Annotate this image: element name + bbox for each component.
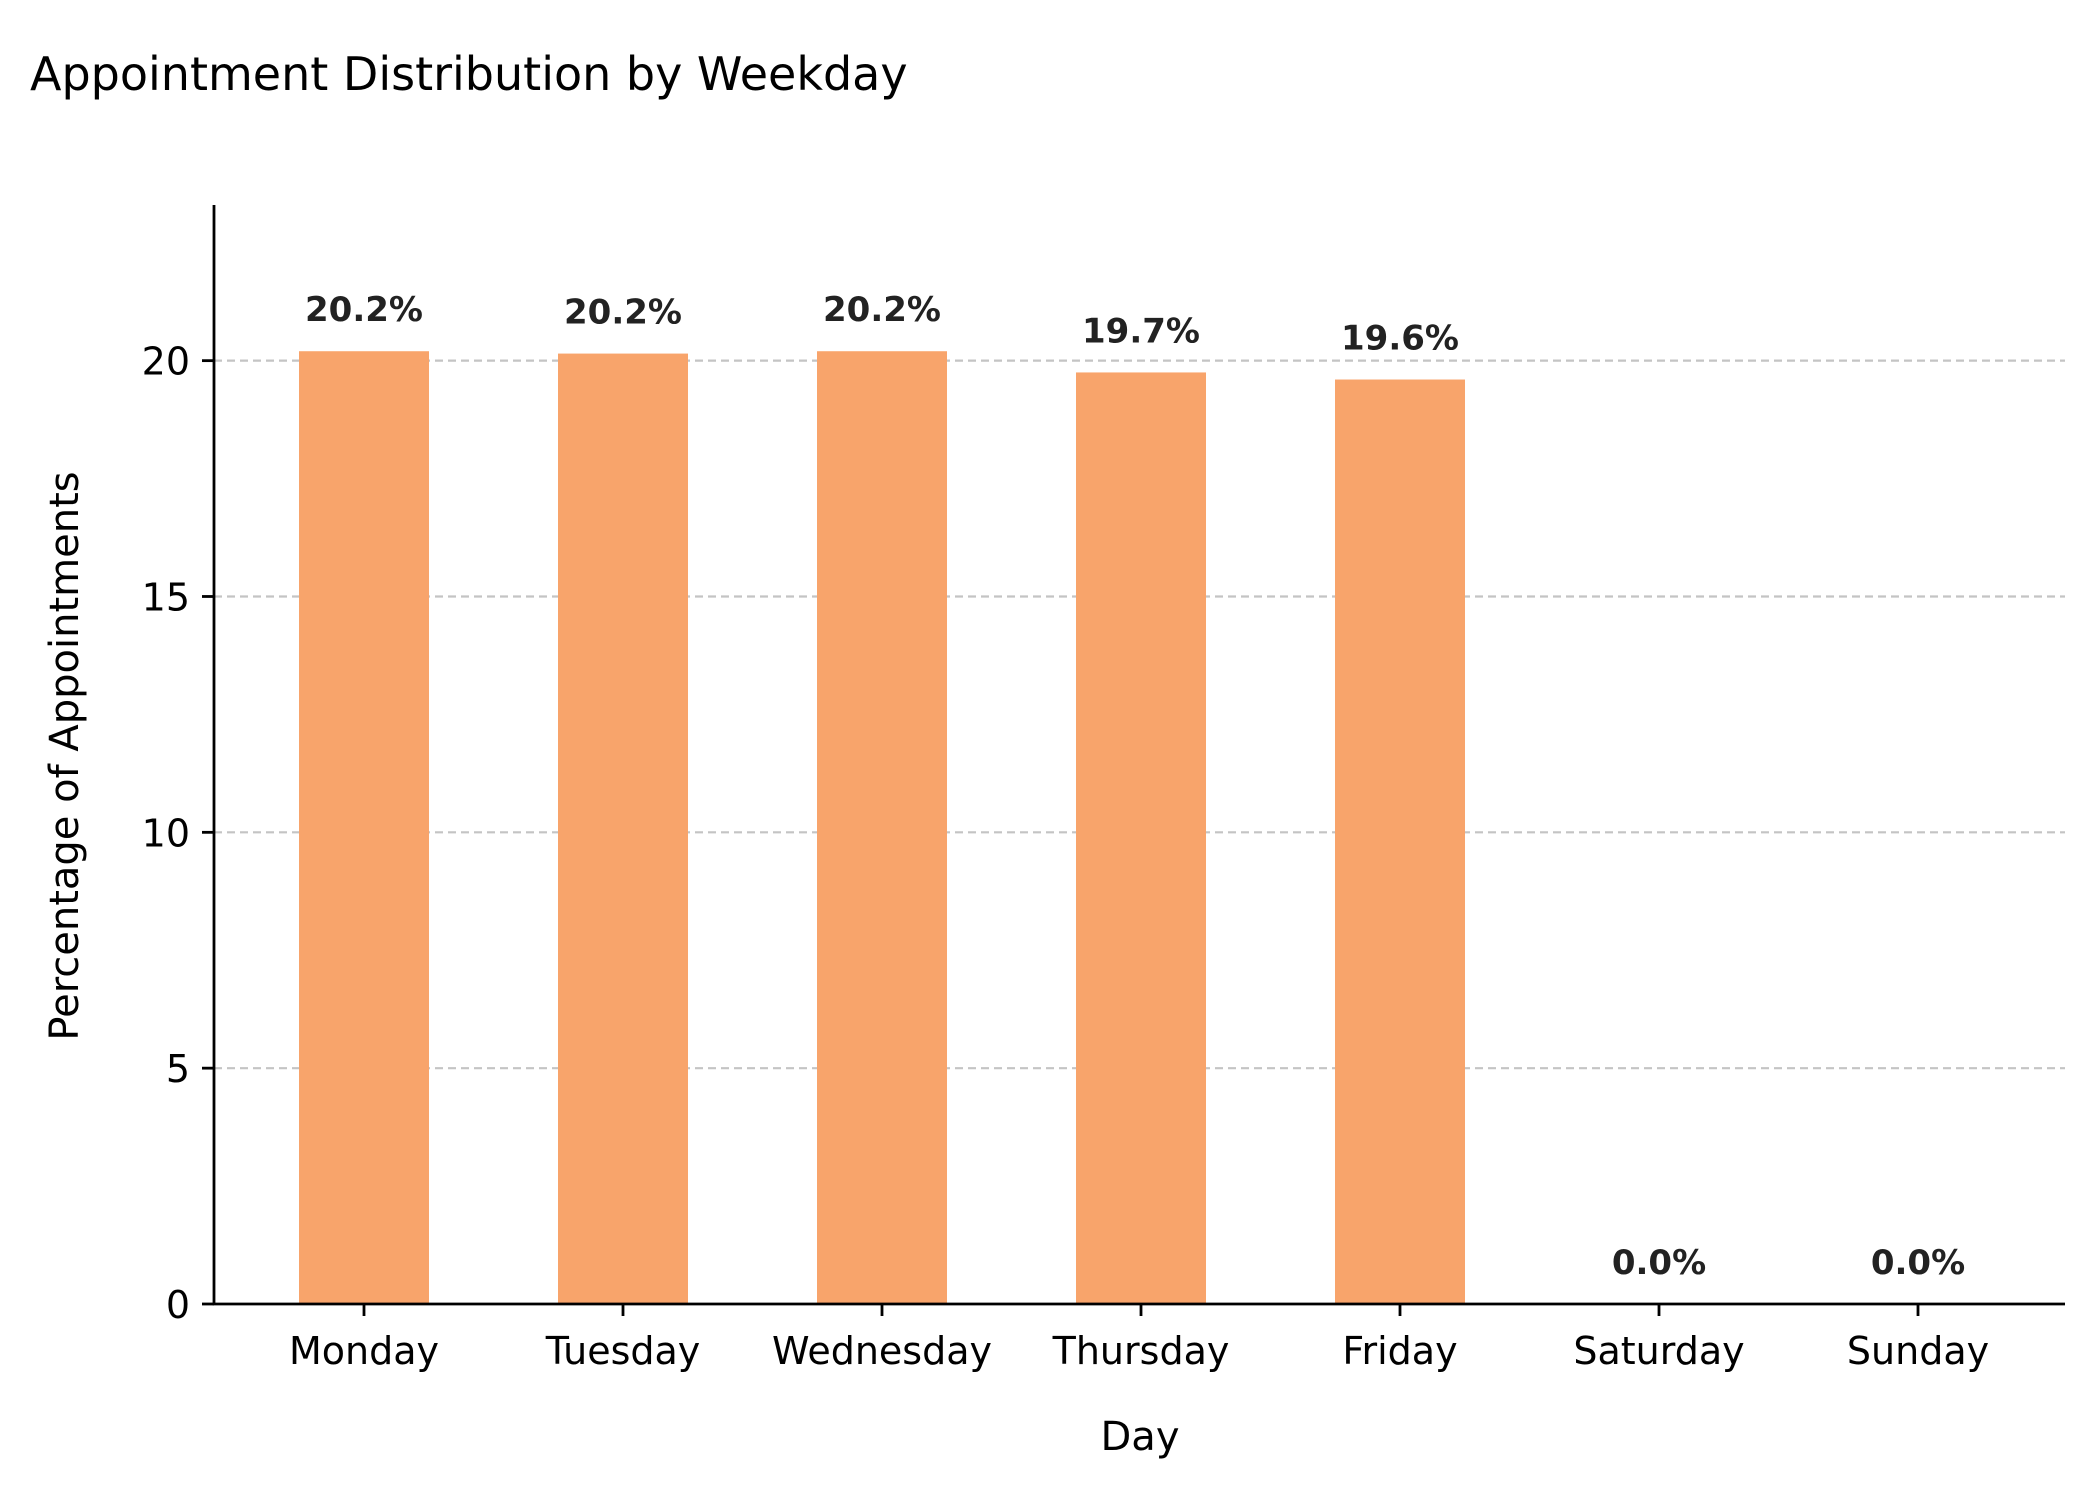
data-labels: 20.2% 20.2% 20.2% 19.7% 19.6% 0.0% 0.0% xyxy=(305,290,1965,1283)
x-ticks: Monday Tuesday Wednesday Thursday Friday Satu… xyxy=(289,1304,1989,1373)
y-ticks: 0 5 10 15 20 xyxy=(142,340,214,1327)
data-label-wednesday: 20.2% xyxy=(823,290,941,330)
x-axis-label: Day xyxy=(1101,1414,1180,1460)
y-axis-label: Percentage of Appointments xyxy=(42,471,88,1040)
y-tick-label-5: 5 xyxy=(166,1047,190,1091)
data-label-saturday: 0.0% xyxy=(1612,1243,1706,1283)
data-label-monday: 20.2% xyxy=(305,290,423,330)
data-label-friday: 19.6% xyxy=(1341,319,1459,359)
data-label-sunday: 0.0% xyxy=(1871,1243,1965,1283)
x-tick-label-monday: Monday xyxy=(289,1329,439,1373)
bar-monday xyxy=(299,351,429,1304)
x-tick-label-tuesday: Tuesday xyxy=(545,1329,701,1373)
y-tick-label-10: 10 xyxy=(142,811,190,855)
bar-wednesday xyxy=(817,351,947,1304)
y-tick-label-0: 0 xyxy=(166,1283,190,1327)
bar-friday xyxy=(1335,379,1465,1305)
x-tick-label-friday: Friday xyxy=(1342,1329,1457,1373)
x-tick-label-thursday: Thursday xyxy=(1052,1329,1230,1373)
data-label-thursday: 19.7% xyxy=(1082,311,1200,351)
x-tick-label-sunday: Sunday xyxy=(1847,1329,1989,1373)
x-tick-label-wednesday: Wednesday xyxy=(772,1329,992,1373)
y-tick-label-15: 15 xyxy=(142,575,190,619)
data-label-tuesday: 20.2% xyxy=(564,293,682,333)
y-tick-label-20: 20 xyxy=(142,340,190,384)
x-tick-label-saturday: Saturday xyxy=(1573,1329,1744,1373)
bar-thursday xyxy=(1076,372,1206,1304)
chart-title: Appointment Distribution by Weekday xyxy=(30,47,908,101)
bars xyxy=(299,351,1465,1305)
bar-tuesday xyxy=(558,353,688,1304)
axes xyxy=(212,205,2065,1306)
